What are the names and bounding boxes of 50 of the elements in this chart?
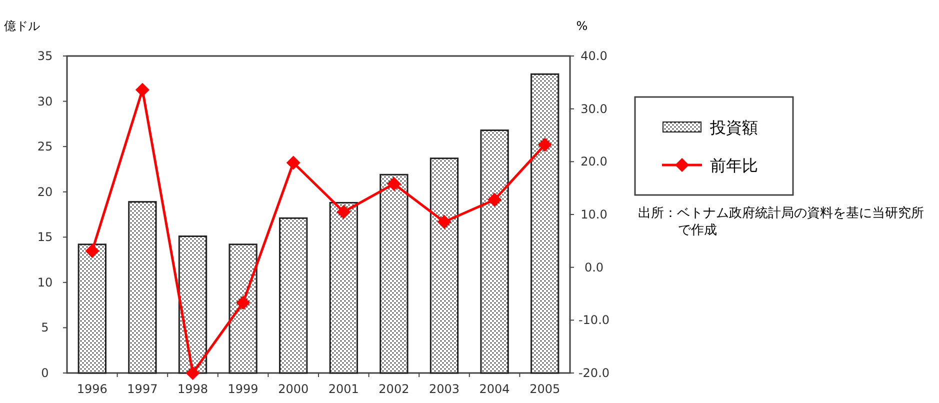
bar xyxy=(329,202,358,374)
y2-tick-label: -10.0 xyxy=(578,313,610,328)
x-tick-label: 2002 xyxy=(378,382,410,396)
y-axis-title: 億ドル xyxy=(4,19,40,33)
y2-tick-label: -20.0 xyxy=(578,366,610,380)
y2-tick-label: 30.0 xyxy=(580,102,608,116)
y-tick-label: 20 xyxy=(37,184,53,199)
y-tick-label: 5 xyxy=(41,320,49,335)
bar xyxy=(128,201,157,374)
y-tick-label: 25 xyxy=(37,140,53,154)
x-tick-label: 1996 xyxy=(76,382,108,396)
bar xyxy=(78,244,106,374)
y2-axis-title: % xyxy=(576,19,588,33)
point xyxy=(85,244,100,258)
y-tick-label: 15 xyxy=(37,230,53,244)
y-tick-label: 30 xyxy=(37,94,53,108)
text: 出所：ベトナム政府統計局の資料を基に当研究所で作成 xyxy=(638,205,925,239)
bar xyxy=(228,244,258,374)
point xyxy=(488,192,502,207)
x-tick-label: 1997 xyxy=(127,382,158,396)
x-tick-label: 2000 xyxy=(278,382,309,396)
legend-label: 投資額 xyxy=(709,118,758,137)
point xyxy=(386,176,401,191)
point xyxy=(236,296,250,310)
point xyxy=(336,204,351,219)
x-tick-label: 1998 xyxy=(177,382,208,396)
point xyxy=(186,366,200,380)
y2-tick-label: 20.0 xyxy=(580,154,608,169)
bar xyxy=(430,158,459,374)
y2-tick-label: 40.0 xyxy=(580,49,608,63)
bar xyxy=(178,235,208,374)
point xyxy=(135,82,150,97)
x-tick-label: 2001 xyxy=(328,382,359,396)
y-tick-label: 35 xyxy=(37,49,53,63)
x-tick-label: 2003 xyxy=(428,382,460,396)
bar xyxy=(279,217,308,374)
y-tick-label: 10 xyxy=(37,275,53,290)
point xyxy=(437,214,452,229)
y2-tick-label: 10.0 xyxy=(580,208,608,222)
x-tick-label: 1999 xyxy=(228,382,258,396)
y-tick-label: 0 xyxy=(41,366,49,380)
x-tick-label: 2004 xyxy=(479,382,510,396)
y2-tick-label: 0.0 xyxy=(584,260,604,274)
point xyxy=(538,138,552,152)
legend-label: 前年比 xyxy=(710,156,758,175)
bar xyxy=(480,130,509,374)
bar xyxy=(530,73,560,374)
bar xyxy=(380,174,408,374)
x-tick-label: 2005 xyxy=(530,382,560,396)
point xyxy=(286,156,300,170)
